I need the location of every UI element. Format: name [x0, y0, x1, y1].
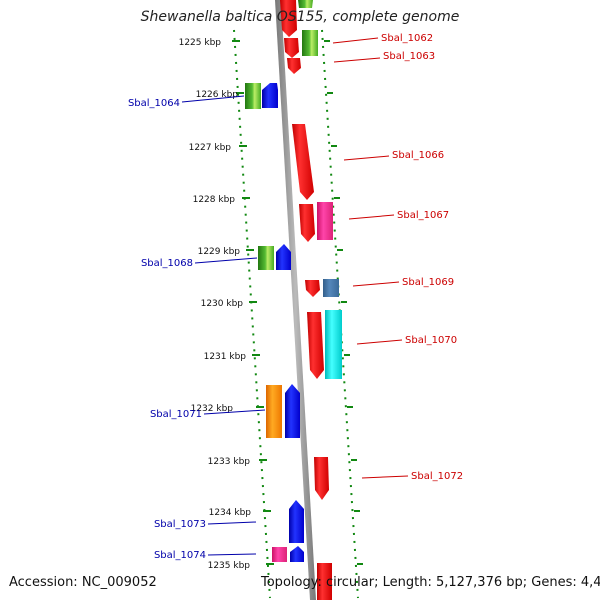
tick-label: 1226 kbp [196, 90, 239, 100]
leader-line [333, 57, 381, 63]
gene-label[interactable]: Sbal_1064 [128, 98, 180, 109]
leader-line [348, 214, 395, 220]
gene-label[interactable]: Sbal_1072 [411, 471, 463, 482]
genome-title: Shewanella baltica OS155, complete genom… [140, 9, 460, 25]
gene-arrow[interactable] [290, 546, 304, 562]
tick-label: 1228 kbp [193, 195, 236, 205]
gene-arrow[interactable] [314, 457, 329, 500]
gene-label[interactable]: Sbal_1070 [405, 335, 457, 346]
scale-ticks: 1225 kbp 1226 kbp 1227 kbp 1228 kbp 1229… [179, 38, 363, 571]
gene-box[interactable] [323, 279, 339, 297]
leader-line [194, 257, 258, 264]
tick-label: 1231 kbp [204, 352, 247, 362]
gene-label[interactable]: Sbal_1074 [154, 550, 206, 561]
gene-label[interactable]: Sbal_1063 [383, 51, 435, 62]
tick-label: 1227 kbp [189, 143, 232, 153]
leader-line [332, 37, 379, 44]
gene-box[interactable] [325, 310, 342, 379]
leader-line [356, 339, 403, 345]
leader-line [203, 409, 266, 415]
gene-box[interactable] [317, 202, 333, 240]
genome-backbone [275, 0, 316, 600]
gene-arrow[interactable] [307, 312, 324, 379]
tick-label: 1229 kbp [198, 247, 241, 257]
gene-box[interactable] [266, 385, 282, 438]
tick-label: 1233 kbp [208, 457, 251, 467]
gene-label[interactable]: Sbal_1067 [397, 210, 449, 221]
gene-arrow[interactable] [298, 0, 313, 8]
genome-summary: Topology: circular; Length: 5,127,376 bp… [261, 575, 600, 590]
leader-line [207, 521, 257, 525]
gene-arrow[interactable] [280, 0, 297, 37]
gene-label[interactable]: Sbal_1066 [392, 150, 444, 161]
gene-box[interactable] [258, 246, 274, 270]
gene-labels: Sbal_1062 Sbal_1063 Sbal_1064 Sbal_1066 … [128, 33, 463, 561]
gene-label[interactable]: Sbal_1069 [402, 277, 454, 288]
gene-box[interactable] [272, 547, 287, 562]
accession-label: Accession: NC_009052 [9, 575, 157, 590]
gene-arrow[interactable] [299, 204, 315, 242]
gene-arrow[interactable] [287, 58, 301, 74]
gene-label[interactable]: Sbal_1068 [141, 258, 193, 269]
gene-box[interactable] [317, 563, 332, 600]
tick-label: 1230 kbp [201, 299, 244, 309]
tick-label: 1232 kbp [191, 404, 234, 414]
gene-arrow[interactable] [289, 500, 304, 543]
tick-label: 1234 kbp [209, 508, 252, 518]
gene-arrow[interactable] [276, 244, 291, 270]
leader-line [207, 553, 257, 556]
gene-box[interactable] [245, 83, 261, 109]
gene-label[interactable]: Sbal_1073 [154, 519, 206, 530]
gene-arrow[interactable] [262, 83, 278, 108]
gene-arrow[interactable] [285, 384, 300, 438]
gene-label[interactable]: Sbal_1071 [150, 409, 202, 420]
gene-arrow[interactable] [305, 280, 320, 297]
leader-line [361, 475, 409, 479]
gene-box[interactable] [302, 30, 318, 56]
leader-line [343, 155, 390, 161]
label-leaders [181, 37, 409, 556]
leader-line [352, 281, 400, 287]
gene-arrow[interactable] [284, 38, 299, 58]
gene-arrow[interactable] [292, 124, 314, 200]
tick-label: 1235 kbp [208, 561, 251, 571]
leader-line [181, 95, 245, 103]
tick-label: 1225 kbp [179, 38, 222, 48]
gene-label[interactable]: Sbal_1062 [381, 33, 433, 44]
gene-features [245, 0, 342, 600]
